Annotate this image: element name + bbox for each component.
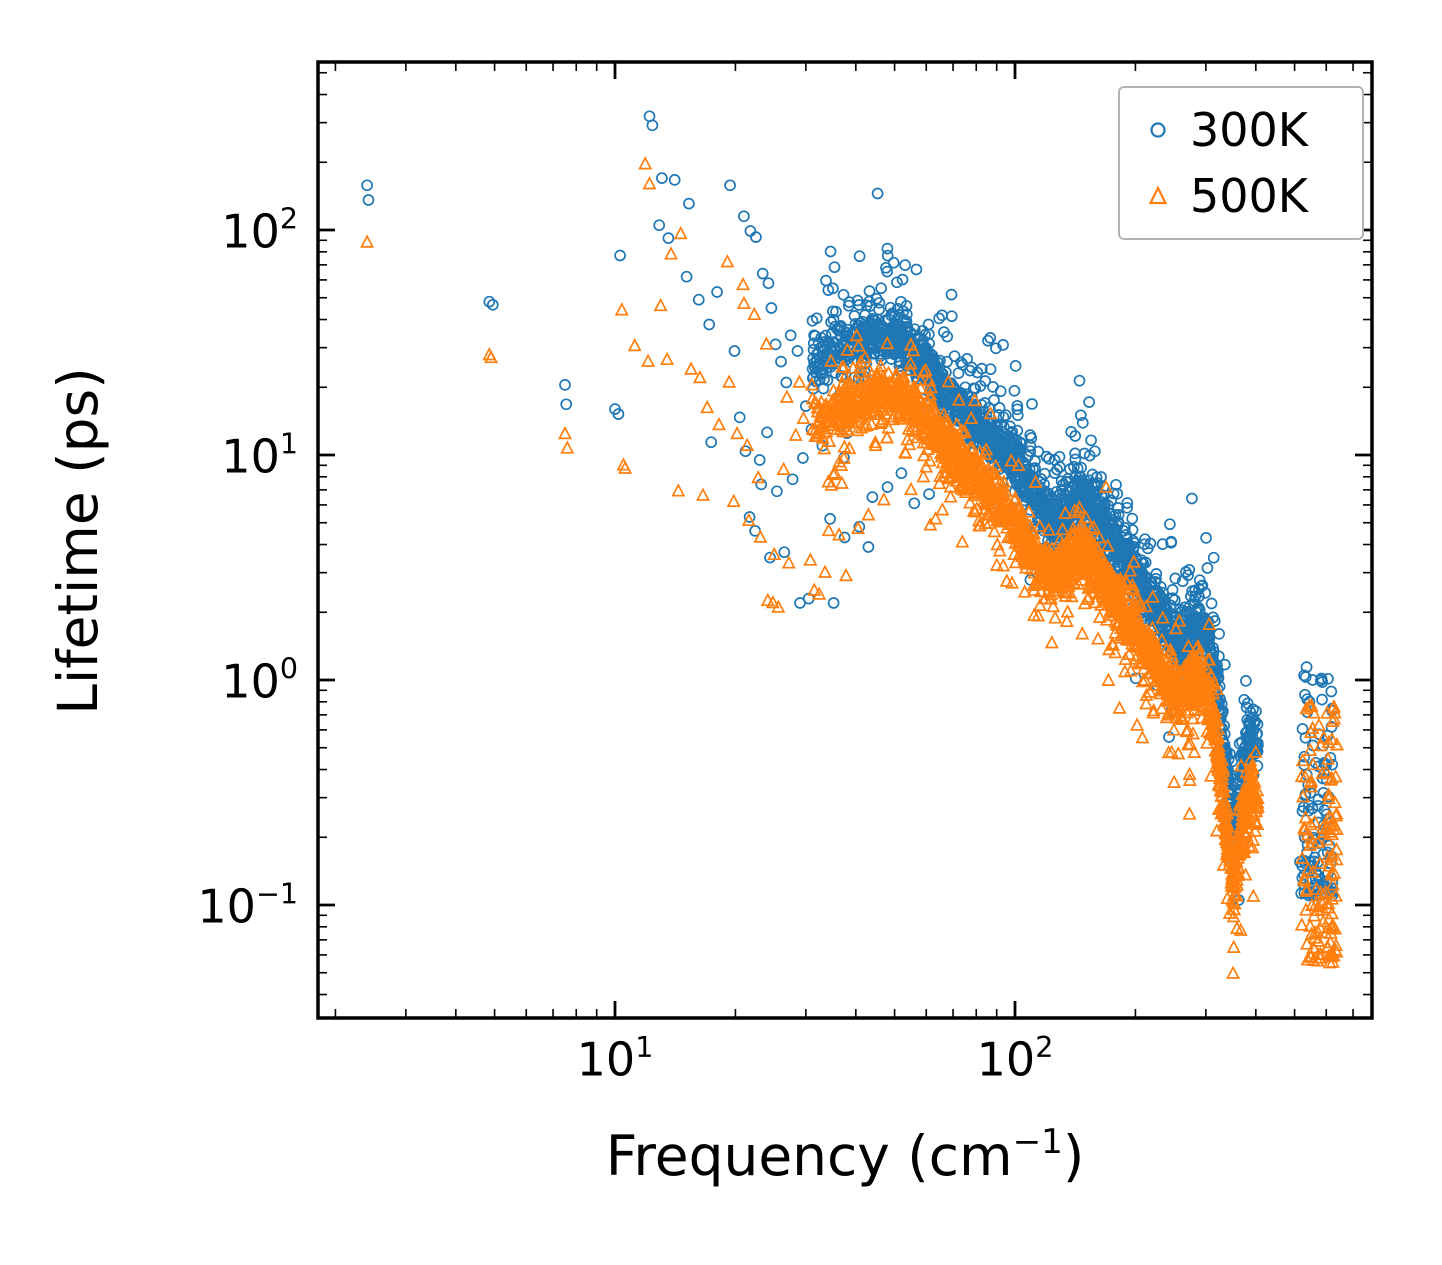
x-tick-label: 101 — [576, 1031, 654, 1087]
x-axis-label: Frequency (cm−1) — [495, 1122, 1195, 1188]
x-axis-label-superscript: −1 — [1012, 1122, 1063, 1162]
y-tick-label: 102 — [221, 202, 298, 259]
x-axis-label-text: Frequency (cm — [605, 1124, 1013, 1189]
legend-label-500k: 500K — [1190, 169, 1308, 223]
y-tick-label: 101 — [221, 427, 298, 484]
y-tick-label: 100 — [221, 652, 298, 709]
series-500K-points — [360, 156, 1345, 979]
legend-item-500k: 500K — [1126, 164, 1356, 228]
triangle-marker-icon — [1126, 180, 1190, 212]
x-axis-label-close: ) — [1062, 1124, 1085, 1189]
y-tick-label: 10−1 — [197, 877, 298, 934]
y-axis-label: Lifetime (ps) — [46, 367, 110, 715]
legend: 300K 500K — [1118, 86, 1364, 240]
legend-label-300k: 300K — [1190, 103, 1308, 157]
circle-marker-icon — [1126, 114, 1190, 146]
x-tick-label: 102 — [976, 1031, 1054, 1087]
legend-item-300k: 300K — [1126, 98, 1356, 162]
